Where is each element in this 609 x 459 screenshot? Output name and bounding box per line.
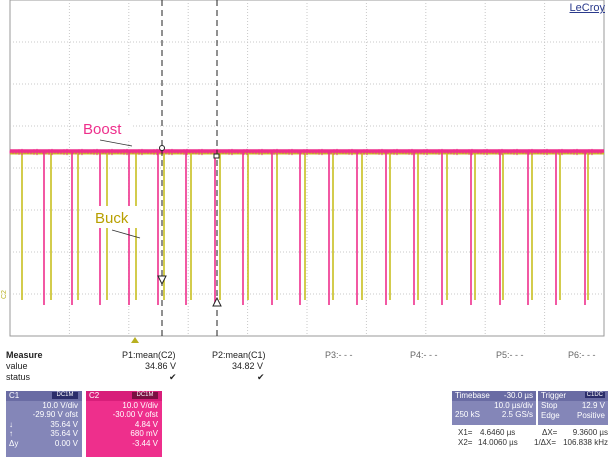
c1-coupling-badge: DC1M xyxy=(52,392,78,399)
trigger-source-badge: C1DC xyxy=(584,392,605,398)
trigger-mode: Stop xyxy=(541,401,558,410)
measure-status-p1: ✔ xyxy=(169,372,177,382)
c1-name: C1 xyxy=(9,391,20,400)
measure-param-p3[interactable]: P3:- - - xyxy=(325,350,353,360)
c2-coupling-badge: DC1M xyxy=(132,392,158,399)
cursor-readout: X1= 4.6460 µs ΔX= 9.3600 µs X2= 14.0060 … xyxy=(452,428,608,448)
c1-vdiv: 10.0 V/div xyxy=(42,401,78,410)
timebase-panel[interactable]: Timebase -30.0 µs 10.0 µs/div 250 kS 2.5… xyxy=(452,391,536,425)
timebase-value: -30.0 µs xyxy=(503,391,533,400)
brand-logo: LeCroy xyxy=(569,2,605,14)
measure-title: Measure xyxy=(6,350,43,360)
buck-label: Buck xyxy=(95,210,129,227)
cursor-x2-marker xyxy=(213,153,220,159)
measure-row-value-label: value xyxy=(6,361,28,371)
timebase-div: 10.0 µs/div xyxy=(494,401,533,410)
channel-c2-panel[interactable]: C2 DC1M 10.0 V/div -30.00 V ofst 4.84 V … xyxy=(86,391,162,457)
measure-param-p6[interactable]: P6:- - - xyxy=(568,350,596,360)
timebase-samples: 250 kS xyxy=(455,410,480,419)
timebase-rate: 2.5 GS/s xyxy=(501,410,533,419)
cursor-x1-marker xyxy=(159,145,165,151)
cursor-x2-arrow xyxy=(212,296,222,307)
c1-line1: 35.64 V xyxy=(50,419,78,429)
c2-line2: 680 mV xyxy=(130,429,158,439)
measure-value-p1: 34.86 V xyxy=(145,361,177,371)
cursor-x1: 4.6460 µs xyxy=(480,428,516,437)
boost-label-bg xyxy=(80,117,132,139)
boost-leader xyxy=(99,139,133,147)
measure-status-p2: ✔ xyxy=(257,372,265,382)
trigger-level: 12.9 V xyxy=(581,401,605,410)
c1-line2-symbol: ↑ xyxy=(9,429,13,439)
measure-param-p4[interactable]: P4:- - - xyxy=(410,350,438,360)
c2-line3: -3.44 V xyxy=(132,438,158,448)
measure-param-p2[interactable]: P2:mean(C1) xyxy=(212,350,266,360)
measure-param-p1[interactable]: P1:mean(C2) xyxy=(122,350,176,360)
cursor-inv: 106.838 kHz xyxy=(563,438,608,447)
c1-line2: 35.64 V xyxy=(50,429,78,439)
trigger-label: Trigger xyxy=(541,391,567,400)
timebase-label: Timebase xyxy=(455,391,490,400)
trigger-type: Edge xyxy=(541,411,560,420)
c1-line3-symbol: Δy xyxy=(9,438,19,448)
oscilloscope-display: C2 Boost Buck LeCroy xyxy=(1,0,605,343)
trigger-position-marker xyxy=(131,337,139,343)
buck-label-bg xyxy=(92,206,140,228)
c1-offset: -29.90 V ofst xyxy=(32,410,78,420)
measure-value-p2: 34.82 V xyxy=(232,361,264,371)
c1-line1-symbol: ↓ xyxy=(9,419,13,429)
c2-vdiv: 10.0 V/div xyxy=(122,401,158,410)
trigger-panel[interactable]: Trigger C1DC Stop 12.9 V Edge Positive xyxy=(538,391,608,425)
measure-panel: Measure value status P1:mean(C2) 34.86 V… xyxy=(0,348,609,390)
measure-param-p5[interactable]: P5:- - - xyxy=(496,350,524,360)
boost-label: Boost xyxy=(83,121,122,138)
c2-line1: 4.84 V xyxy=(134,419,158,429)
c1-line3: 0.00 V xyxy=(54,438,78,448)
cursor-dx-label: ΔX= xyxy=(542,428,558,437)
cursor-x1-arrow xyxy=(157,275,167,286)
channel-c1-panel[interactable]: C1 DC1M 10.0 V/div -29.90 V ofst ↓ 35.64… xyxy=(6,391,82,457)
cursor-x2-label: X2= xyxy=(458,438,473,447)
cursor-x2: 14.0060 µs xyxy=(478,438,518,447)
waveform-plot: C2 Boost Buck xyxy=(1,0,605,343)
c2-offset: -30.00 V ofst xyxy=(112,410,158,420)
buck-leader xyxy=(111,229,141,239)
cursor-dx: 9.3600 µs xyxy=(572,428,608,437)
trigger-slope: Positive xyxy=(576,411,605,420)
cursor-x1-label: X1= xyxy=(458,428,473,437)
measure-row-status-label: status xyxy=(6,372,31,382)
channel-side-label: C2 xyxy=(1,290,8,299)
c2-name: C2 xyxy=(89,391,100,400)
cursor-inv-label: 1/ΔX= xyxy=(534,438,557,447)
